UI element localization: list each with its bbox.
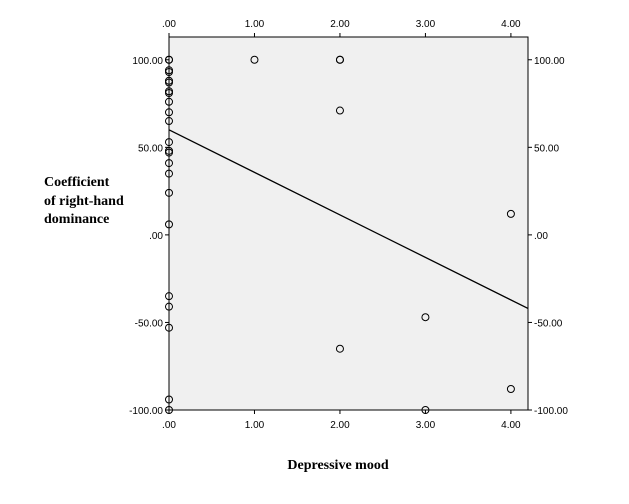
- x-tick-label-top: 4.00: [501, 19, 521, 30]
- x-tick-label-top: 1.00: [245, 19, 265, 30]
- x-axis-top: .00 1.00 2.00 3.00 4.00: [162, 19, 521, 37]
- data-point: [165, 89, 173, 98]
- x-tick-label-bottom: 1.00: [245, 420, 265, 431]
- x-axis-label: Depressive mood: [287, 458, 388, 473]
- y-axis-label-line-3: dominance: [44, 212, 109, 227]
- data-point: [506, 384, 515, 393]
- data-point: [165, 78, 173, 87]
- data-point: [165, 302, 173, 311]
- data-point: [165, 292, 173, 301]
- x-tick-label-bottom: 4.00: [501, 420, 521, 431]
- y-tick-label-left: 50.00: [138, 143, 163, 154]
- x-axis-bottom: .00 1.00 2.00 3.00 4.00: [162, 410, 521, 431]
- y-tick-label-right: -50.00: [534, 318, 563, 329]
- y-tick-label-right: .00: [534, 231, 548, 242]
- data-point: [165, 148, 173, 157]
- data-point: [506, 209, 515, 218]
- y-tick-label-right: 50.00: [534, 143, 559, 154]
- data-point: [165, 323, 173, 332]
- x-tick-label-bottom: 2.00: [330, 420, 350, 431]
- data-point: [165, 117, 173, 126]
- y-tick-label-left: -100.00: [129, 406, 163, 417]
- data-point: [165, 55, 173, 64]
- y-axis-label-line-1: Coefficient: [44, 175, 110, 190]
- data-point: [165, 169, 173, 178]
- data-point: [165, 406, 173, 414]
- data-point: [165, 220, 173, 229]
- data-point: [335, 344, 344, 353]
- y-tick-label-right: 100.00: [534, 56, 565, 67]
- y-tick-label-right: -100.00: [534, 406, 568, 417]
- data-point: [165, 159, 173, 168]
- data-point: [165, 188, 173, 197]
- data-point: [165, 108, 173, 117]
- x-tick-label-top: .00: [162, 19, 176, 30]
- y-tick-label-left: .00: [149, 231, 163, 242]
- data-point: [335, 55, 344, 64]
- data-point: [421, 313, 430, 322]
- data-points: [165, 55, 515, 414]
- y-axis-label-line-2: of right-hand: [44, 194, 124, 209]
- data-point: [165, 68, 173, 77]
- data-point: [165, 395, 173, 404]
- regression-line: [168, 129, 529, 310]
- y-axis-left: 100.00 50.00 .00 -50.00 -100.00: [129, 56, 169, 417]
- x-tick-label-bottom: 3.00: [416, 420, 436, 431]
- data-point: [421, 406, 430, 414]
- y-tick-label-left: -50.00: [135, 318, 164, 329]
- x-tick-label-bottom: .00: [162, 420, 176, 431]
- x-tick-label-top: 3.00: [416, 19, 436, 30]
- data-point: [165, 138, 173, 147]
- x-tick-label-top: 2.00: [330, 19, 350, 30]
- data-point: [335, 106, 344, 115]
- y-tick-label-left: 100.00: [132, 56, 163, 67]
- y-axis-right: 100.00 50.00 .00 -50.00 -100.00: [528, 56, 568, 417]
- data-point: [165, 97, 173, 106]
- plot-area: [168, 36, 529, 411]
- data-point: [250, 55, 259, 64]
